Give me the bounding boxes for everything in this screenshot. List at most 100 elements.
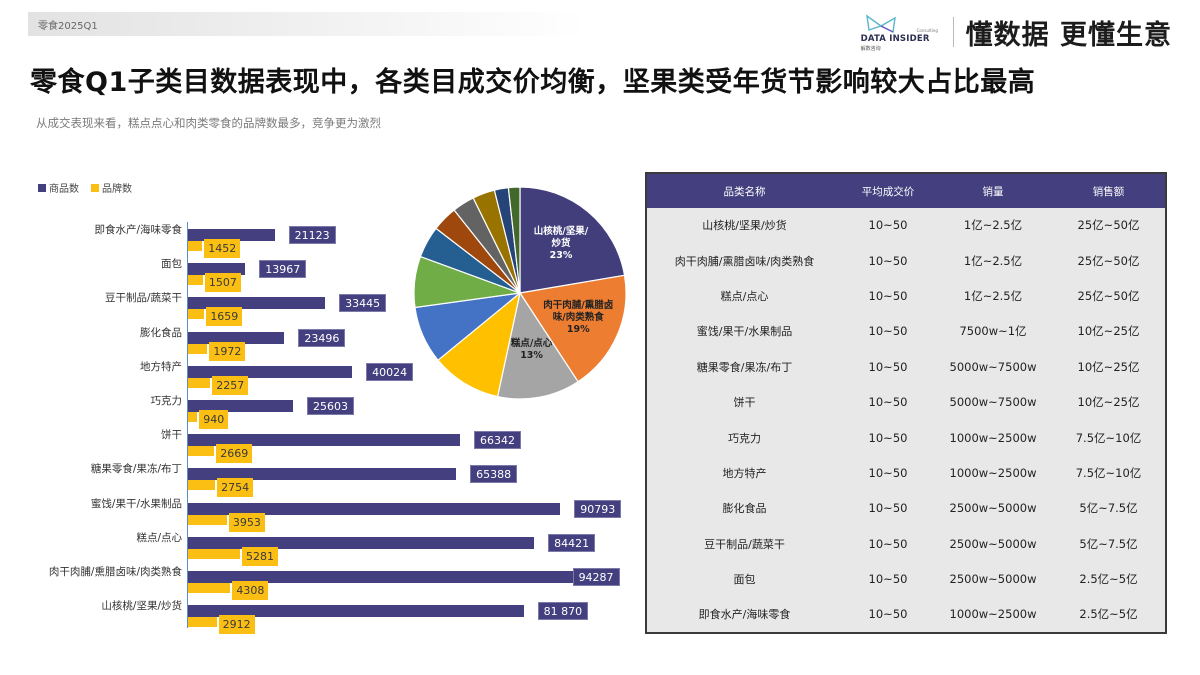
cell-volume: 2500w~5000w <box>949 572 1037 587</box>
cell-avg-price: 10~50 <box>868 288 908 303</box>
cell-volume: 7500w~1亿 <box>959 324 1027 339</box>
bar-row: 山核桃/坚果/炒货 81 870 2912 <box>20 596 620 635</box>
bar-row: 巧克力 25603 940 <box>20 391 620 429</box>
cell-avg-price: 10~50 <box>868 501 908 516</box>
cell-category: 肉干肉脯/熏腊卤味/肉类熟食 <box>674 254 815 268</box>
legend-label-brands: 品牌数 <box>102 184 132 195</box>
bar-products-value: 21123 <box>288 226 336 244</box>
table-row: 糕点/点心 10~50 1亿~2.5亿 25亿~50亿 <box>647 279 1165 314</box>
bar-products-value: 25603 <box>306 397 354 415</box>
bar-category-label: 糖果零食/果冻/布丁 <box>90 463 182 476</box>
bar-products-value: 65388 <box>470 465 518 484</box>
cell-sales: 5亿~7.5亿 <box>1079 536 1138 551</box>
bar-brands-value: 1659 <box>206 307 243 327</box>
cell-category: 地方特产 <box>722 466 767 480</box>
cell-avg-price: 10~50 <box>868 536 908 551</box>
cell-avg-price: 10~50 <box>868 607 908 622</box>
table-row: 膨化食品 10~50 2500w~5000w 5亿~7.5亿 <box>647 491 1165 526</box>
table-row: 蜜饯/果干/水果制品 10~50 7500w~1亿 10亿~25亿 <box>647 314 1165 349</box>
brand-slogan: 懂数据 更懂生意 <box>965 19 1172 51</box>
cell-category: 山核桃/坚果/炒货 <box>702 219 787 233</box>
cell-category: 饼干 <box>733 396 756 410</box>
bar-category-label: 山核桃/坚果/炒货 <box>101 600 182 613</box>
bar-brands <box>188 480 216 491</box>
bar-products-value: 81 870 <box>537 602 589 621</box>
cell-avg-price: 10~50 <box>868 253 908 268</box>
bar-products <box>188 297 326 310</box>
pie-slice <box>507 186 521 294</box>
cell-avg-price: 10~50 <box>868 359 908 374</box>
cell-category: 蜜饯/果干/水果制品 <box>696 325 793 339</box>
bar-row: 蜜饯/果干/水果制品 90793 3953 <box>20 494 622 532</box>
bar-products <box>188 468 457 481</box>
logo-text: DATA INSIDER <box>860 34 930 44</box>
cell-sales: 2.5亿~5亿 <box>1079 607 1138 622</box>
section-tag-bar: 零食2025Q1 <box>28 12 588 36</box>
page-title: 零食Q1子类目数据表现中，各类目成交价均衡，坚果类受年货节影响较大占比最高 <box>30 67 1036 98</box>
data-insider-logo: Consulting DATA INSIDER 解数咨询 <box>861 12 939 52</box>
cell-category: 面包 <box>733 573 756 587</box>
cell-sales: 10亿~25亿 <box>1077 324 1140 339</box>
bar-brands <box>188 275 203 286</box>
bar-products <box>188 400 293 412</box>
cell-avg-price: 10~50 <box>868 572 908 587</box>
bar-category-label: 即食水产/海味零食 <box>94 224 182 236</box>
bar-category-label: 饼干 <box>161 429 182 442</box>
bar-row: 饼干 66342 2669 <box>20 425 620 464</box>
cell-category: 糖果零食/果冻/布丁 <box>696 360 793 374</box>
legend-swatch-brands <box>91 183 99 192</box>
bar-category-label: 面包 <box>161 258 182 271</box>
cell-avg-price: 10~50 <box>868 395 908 410</box>
bar-brands <box>188 343 208 354</box>
cell-avg-price: 10~50 <box>868 218 908 233</box>
legend-item-brands: 品牌数 <box>91 180 132 195</box>
brand-divider <box>952 17 954 47</box>
bar-category-label: 巧克力 <box>150 395 183 407</box>
table-row: 巧克力 10~50 1000w~2500w 7.5亿~10亿 <box>647 420 1165 455</box>
bar-brands <box>188 241 203 251</box>
cell-category: 豆干制品/蔬菜干 <box>704 537 785 551</box>
cell-volume: 1亿~2.5亿 <box>963 218 1023 233</box>
bar-products-value: 90793 <box>574 499 622 518</box>
bar-products-value: 66342 <box>474 431 521 450</box>
bar-brands <box>188 412 198 422</box>
bar-row: 肉干肉脯/熏腊卤味/肉类熟食 94287 4308 <box>20 562 620 600</box>
bar-brands <box>188 446 215 457</box>
bar-products-value: 94287 <box>572 568 620 586</box>
cell-volume: 2500w~5000w <box>949 501 1037 516</box>
bar-products <box>188 605 524 618</box>
bar-brands-value: 1972 <box>209 341 246 361</box>
bar-category-label: 糕点/点心 <box>136 531 182 544</box>
table-row: 肉干肉脯/熏腊卤味/肉类熟食 10~50 1亿~2.5亿 25亿~50亿 <box>647 243 1165 278</box>
cell-volume: 5000w~7500w <box>949 395 1037 410</box>
brand-header: Consulting DATA INSIDER 解数咨询 懂数据 更懂生意 <box>861 10 1172 54</box>
cell-category: 糕点/点心 <box>720 289 769 303</box>
bar-row: 即食水产/海味零食 21123 1452 <box>20 220 620 258</box>
bar-brands-value: 940 <box>199 410 229 429</box>
bar-products-value: 40024 <box>366 362 414 381</box>
pie-slice <box>519 186 626 294</box>
bar-products-value: 23496 <box>298 328 346 347</box>
cell-volume: 1000w~2500w <box>949 465 1037 480</box>
table-header-row: 品类名称 平均成交价 销量 销售额 <box>647 174 1165 208</box>
bar-products-value: 13967 <box>259 260 307 279</box>
bar-row: 面包 13967 1507 <box>20 254 620 293</box>
bar-category-label: 豆干制品/蔬菜干 <box>104 292 182 305</box>
bar-brands-value: 1507 <box>204 273 241 293</box>
bar-brands-value: 4308 <box>232 581 269 600</box>
cell-category: 巧克力 <box>728 431 761 445</box>
pie-slice-label: 糕点/点心 13% <box>510 337 553 361</box>
bar-category-label: 地方特产 <box>140 360 182 373</box>
bar-brands-value: 2669 <box>216 444 253 464</box>
table-row: 山核桃/坚果/炒货 10~50 1亿~2.5亿 25亿~50亿 <box>647 208 1165 243</box>
page-subtitle: 从成交表现来看，糕点点心和肉类零食的品牌数最多，竞争更为激烈 <box>36 116 381 130</box>
bar-brands <box>188 548 240 559</box>
bar-products <box>188 331 285 344</box>
bar-brands <box>188 377 211 388</box>
bar-chart-axis <box>187 222 188 628</box>
cell-avg-price: 10~50 <box>868 465 908 480</box>
bar-products <box>188 571 575 583</box>
bar-brands-value: 2912 <box>218 615 255 635</box>
cell-volume: 5000w~7500w <box>949 359 1037 374</box>
table-row: 即食水产/海味零食 10~50 1000w~2500w 2.5亿~5亿 <box>647 597 1165 632</box>
